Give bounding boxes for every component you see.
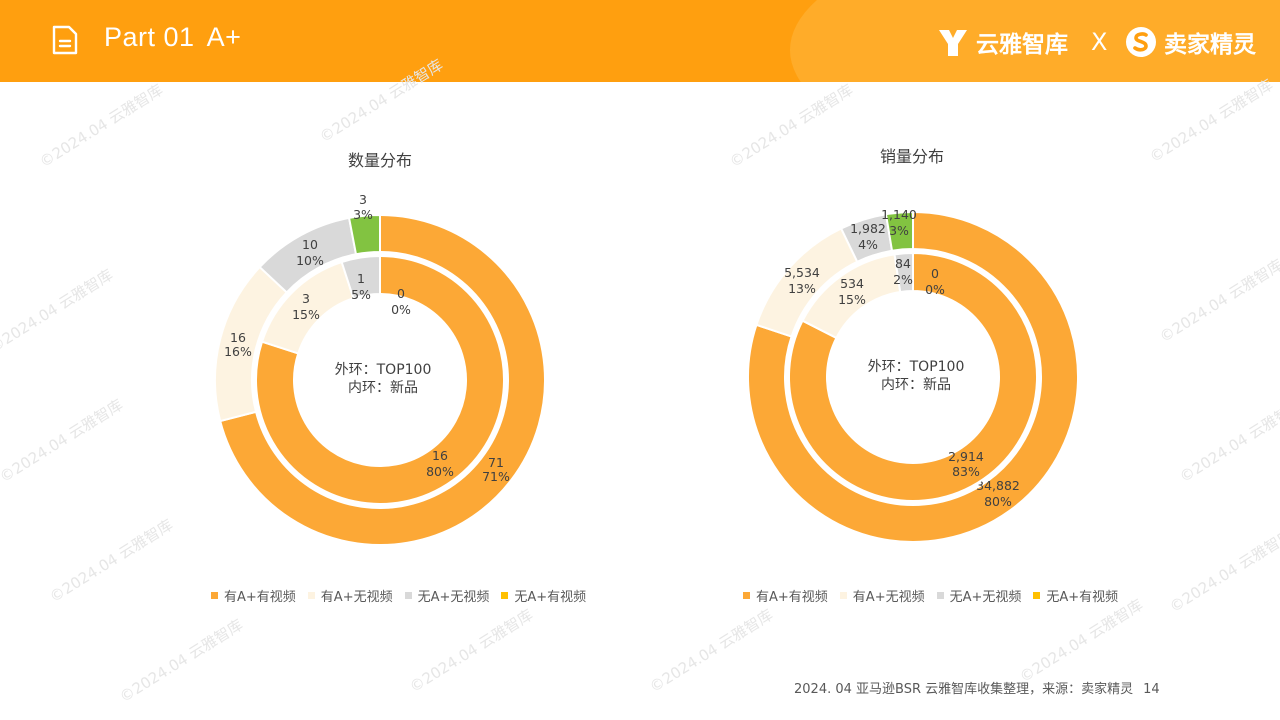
legend-label: 无A+无视频 bbox=[417, 590, 490, 605]
brand-separator: X bbox=[1091, 28, 1108, 56]
part-topic: A+ bbox=[206, 22, 242, 52]
inner-ring-percent-label: 5% bbox=[351, 287, 371, 302]
chart-title: 销量分布 bbox=[880, 147, 944, 166]
page-title: Part 01 A+ bbox=[104, 22, 253, 53]
inner-ring-percent-label: 0% bbox=[391, 302, 411, 317]
legend-label: 无A+有视频 bbox=[514, 590, 587, 605]
legend-swatch bbox=[404, 592, 412, 599]
inner-ring-percent-label: 83% bbox=[952, 464, 980, 479]
chart-title: 数量分布 bbox=[348, 151, 412, 170]
center-label-inner: 内环：新品 bbox=[881, 377, 951, 393]
legend-item: 无A+有视频 bbox=[1033, 586, 1118, 605]
outer-ring-value-label: 16 bbox=[230, 330, 246, 345]
inner-ring-value-label: 16 bbox=[432, 448, 448, 463]
page-number: 14 bbox=[1143, 682, 1160, 697]
inner-ring-percent-label: 0% bbox=[925, 282, 945, 297]
legend-item: 无A+有视频 bbox=[501, 586, 586, 605]
outer-ring-slice bbox=[218, 213, 546, 546]
legend-item: 有A+无视频 bbox=[307, 586, 393, 605]
legend-swatch bbox=[936, 592, 944, 599]
inner-ring-percent-label: 80% bbox=[426, 464, 454, 479]
outer-ring-percent-label: 13% bbox=[788, 281, 816, 296]
legend-swatch bbox=[211, 592, 218, 599]
maijia-logo-icon bbox=[1126, 27, 1156, 57]
outer-ring-value-label: 5,534 bbox=[784, 265, 820, 280]
outer-ring-value-label: 1,140 bbox=[881, 207, 917, 222]
legend-swatch bbox=[501, 592, 509, 599]
outer-ring-percent-label: 71% bbox=[482, 469, 510, 484]
legend-item: 无A+无视频 bbox=[936, 586, 1022, 605]
center-label-outer: 外环：TOP100 bbox=[335, 362, 432, 378]
outer-ring-value-label: 3 bbox=[359, 192, 367, 207]
yunya-logo-icon bbox=[939, 30, 967, 56]
inner-ring-value-label: 2,914 bbox=[948, 449, 984, 464]
inner-ring-value-label: 0 bbox=[931, 266, 939, 281]
outer-ring-percent-label: 10% bbox=[296, 253, 324, 268]
inner-ring-value-label: 534 bbox=[840, 276, 864, 291]
outer-ring-slice bbox=[884, 210, 914, 252]
chart-legend: 有A+有视频 有A+无视频 无A+无视频 无A+有视频 bbox=[743, 586, 1130, 605]
header-highlight bbox=[790, 0, 1280, 82]
chart-legend: 有A+有视频 有A+无视频 无A+无视频 无A+有视频 bbox=[211, 586, 598, 605]
legend-label: 无A+有视频 bbox=[1046, 590, 1119, 605]
outer-ring-percent-label: 3% bbox=[353, 207, 373, 222]
source-text: 2024. 04 亚马逊BSR 云雅智库收集整理，来源：卖家精灵 bbox=[794, 682, 1134, 697]
outer-ring-value-label: 10 bbox=[302, 237, 318, 252]
legend-item: 有A+有视频 bbox=[211, 586, 296, 605]
legend-swatch bbox=[1033, 592, 1041, 599]
inner-ring-value-label: 1 bbox=[357, 271, 365, 286]
legend-label: 有A+无视频 bbox=[852, 590, 925, 605]
document-icon bbox=[52, 25, 78, 55]
brand-maijia: 卖家精灵 bbox=[1124, 24, 1256, 60]
legend-swatch bbox=[743, 592, 750, 599]
outer-ring-slice bbox=[347, 213, 381, 256]
legend-label: 有A+有视频 bbox=[224, 590, 296, 605]
inner-ring-percent-label: 15% bbox=[292, 307, 320, 322]
inner-ring-percent-label: 15% bbox=[838, 292, 866, 307]
inner-ring-slice bbox=[340, 254, 381, 300]
brand-right-text: 卖家精灵 bbox=[1164, 32, 1256, 58]
inner-ring-slice bbox=[788, 251, 1038, 502]
inner-ring-slice bbox=[255, 254, 505, 505]
inner-ring-value-label: 0 bbox=[397, 286, 405, 301]
outer-ring-percent-label: 4% bbox=[858, 237, 878, 252]
header-bar: Part 01 A+ 云雅智库 X 卖家精灵 bbox=[0, 0, 1280, 82]
inner-ring-slice bbox=[893, 251, 914, 294]
outer-ring-percent-label: 3% bbox=[889, 223, 909, 238]
center-label-outer: 外环：TOP100 bbox=[868, 359, 965, 375]
brand-left-text: 云雅智库 bbox=[976, 32, 1068, 58]
legend-swatch bbox=[839, 592, 847, 599]
footer-note: 2024. 04 亚马逊BSR 云雅智库收集整理，来源：卖家精灵 14 bbox=[794, 678, 1160, 697]
part-label: Part 01 bbox=[104, 22, 195, 52]
center-label-inner: 内环：新品 bbox=[348, 380, 418, 396]
outer-ring-percent-label: 16% bbox=[224, 344, 252, 359]
brand-yunya: 云雅智库 bbox=[936, 24, 1068, 60]
outer-ring-slice bbox=[747, 210, 1079, 543]
inner-ring-value-label: 3 bbox=[302, 291, 310, 306]
inner-ring-value-label: 84 bbox=[895, 256, 911, 271]
legend-item: 有A+无视频 bbox=[839, 586, 925, 605]
legend-swatch bbox=[307, 592, 315, 599]
legend-item: 有A+有视频 bbox=[743, 586, 828, 605]
legend-label: 有A+无视频 bbox=[320, 590, 393, 605]
outer-ring-value-label: 71 bbox=[488, 455, 504, 470]
outer-ring-value-label: 1,982 bbox=[850, 221, 886, 236]
legend-label: 有A+有视频 bbox=[756, 590, 828, 605]
outer-ring-value-label: 34,882 bbox=[976, 478, 1020, 493]
outer-ring-percent-label: 80% bbox=[984, 494, 1012, 509]
legend-label: 无A+无视频 bbox=[949, 590, 1022, 605]
inner-ring-percent-label: 2% bbox=[893, 272, 913, 287]
legend-item: 无A+无视频 bbox=[404, 586, 490, 605]
